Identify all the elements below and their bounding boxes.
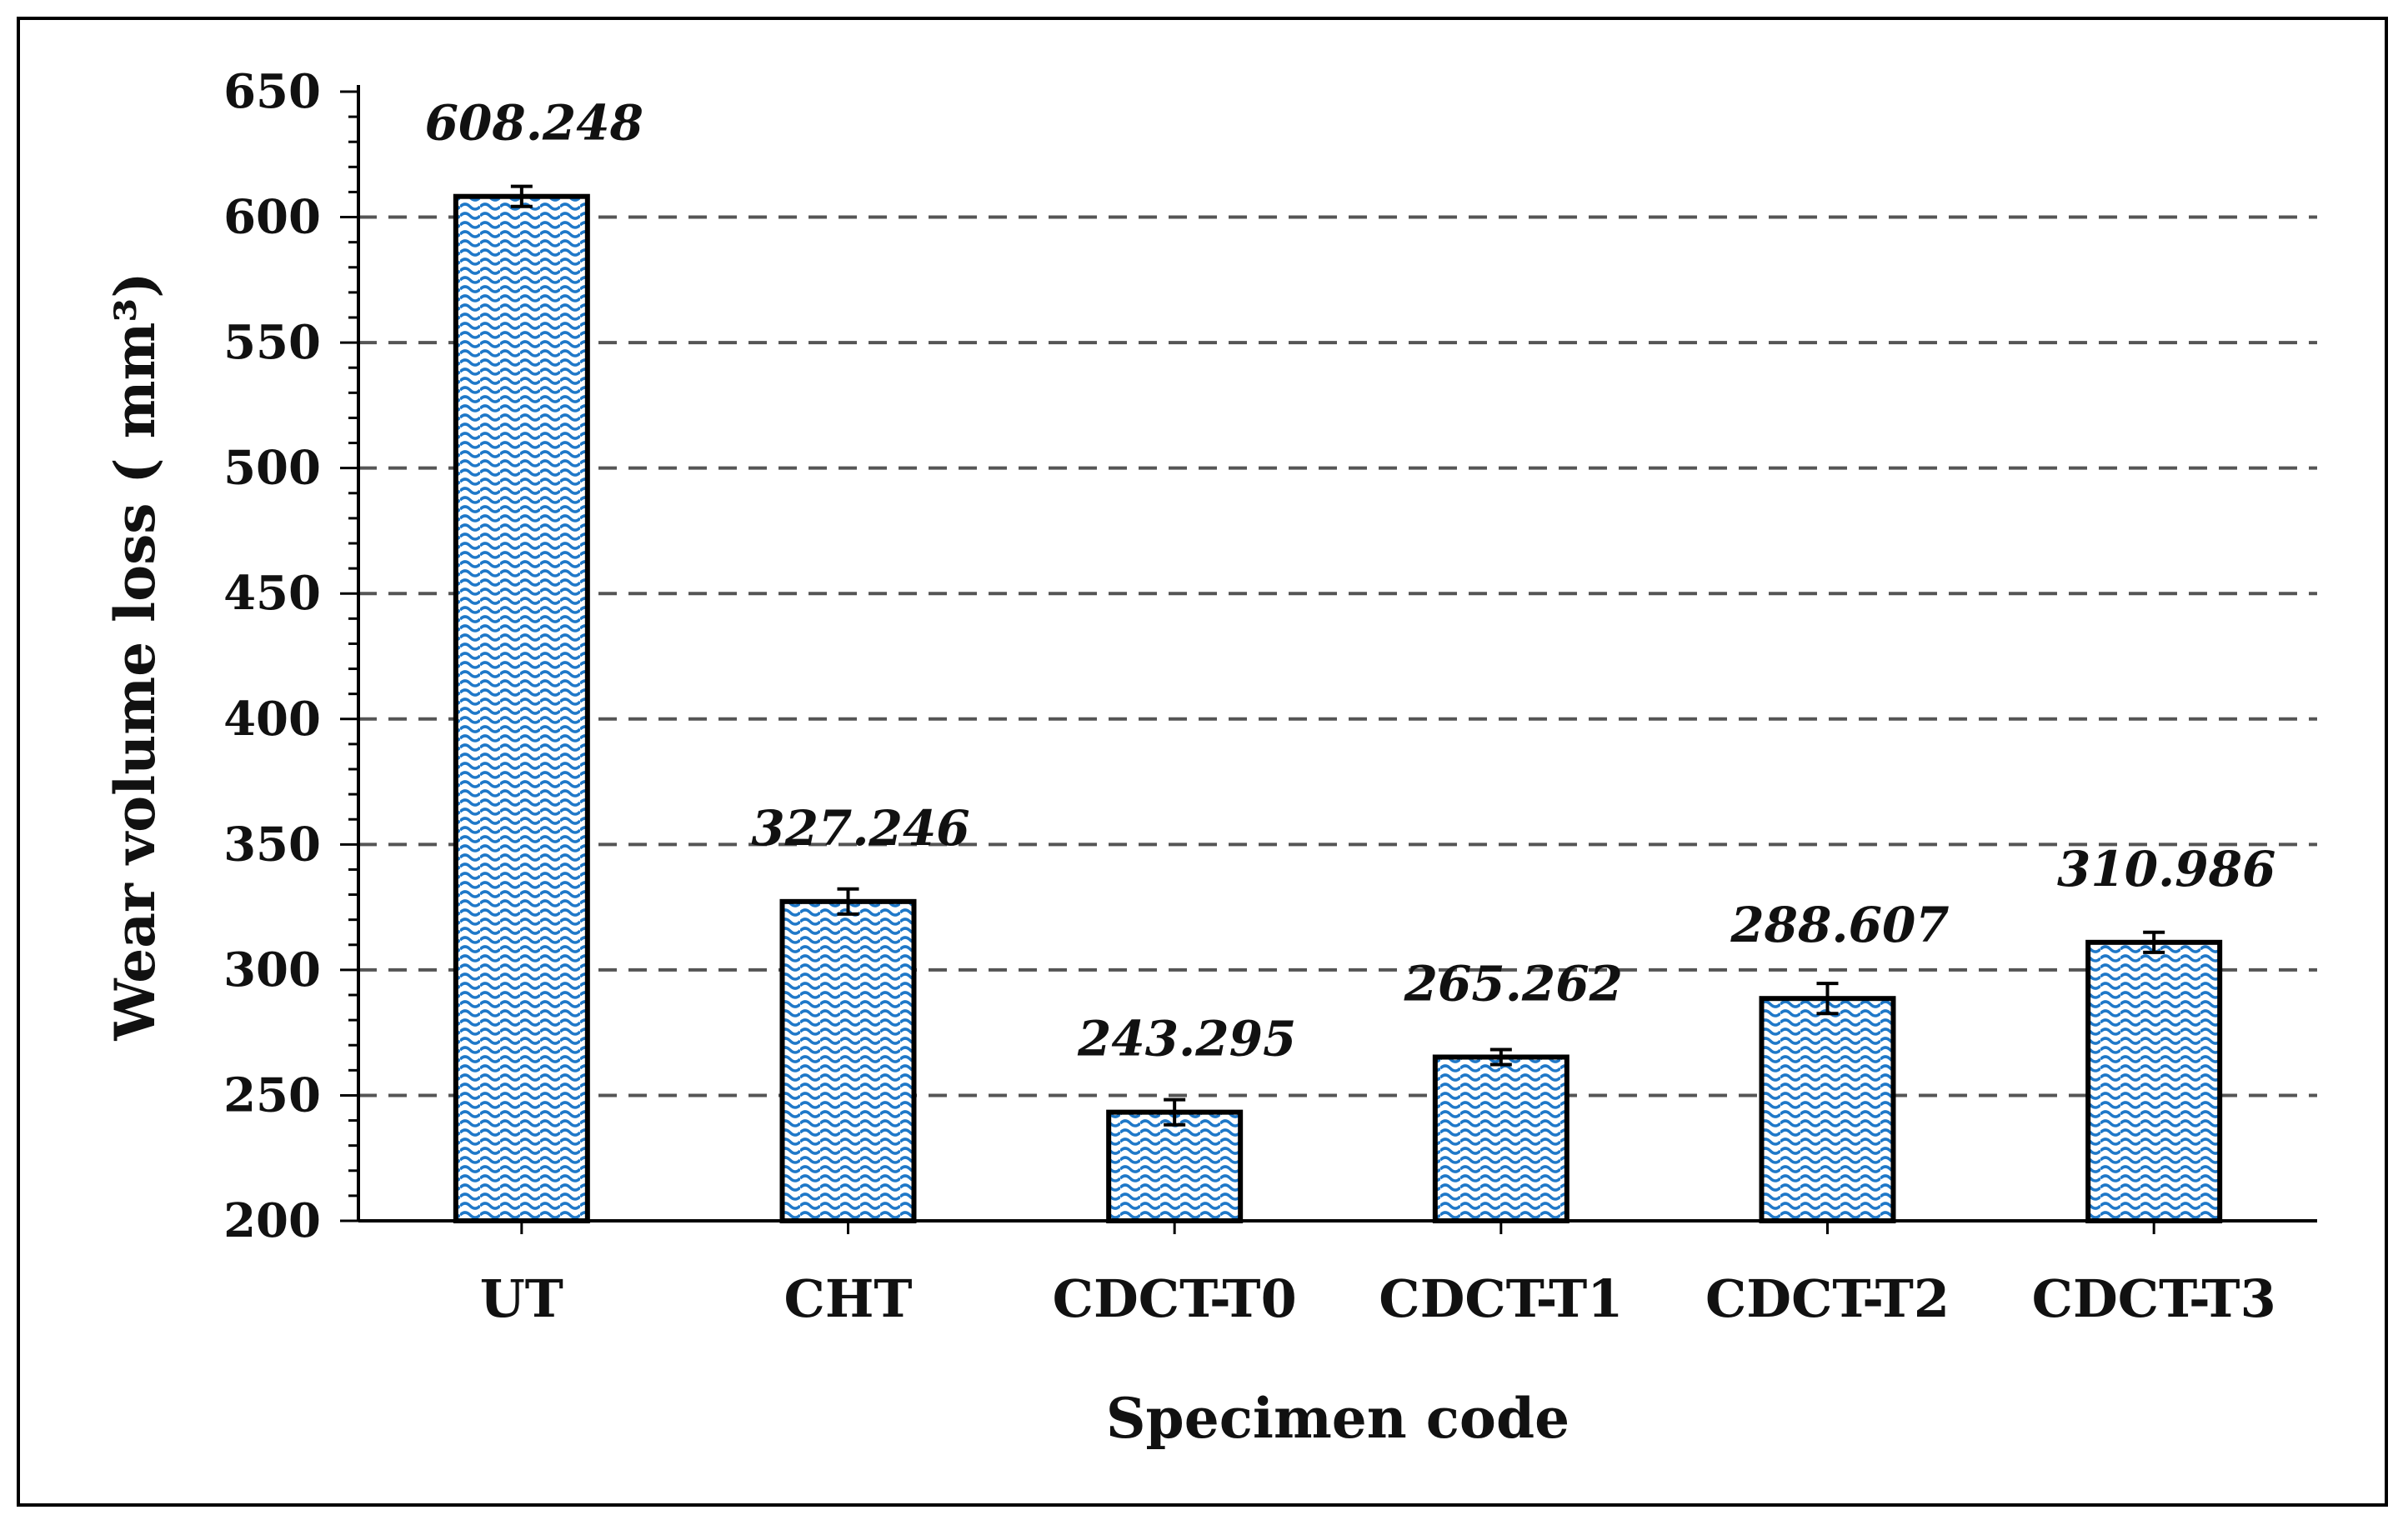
x-tick-label: CDCT-T1 <box>1379 1268 1623 1329</box>
y-tick-label: 200 <box>223 1193 321 1248</box>
bar-cdct-t2 <box>1759 996 1896 1223</box>
data-label: 288.607 <box>1730 897 1949 953</box>
data-label: 265.262 <box>1404 955 1623 1012</box>
y-tick-label: 550 <box>223 315 321 370</box>
bar-cdct-t3 <box>2085 939 2223 1224</box>
x-axis-title: Specimen code <box>1106 1386 1569 1451</box>
bar-ut <box>453 193 590 1223</box>
y-tick-label: 500 <box>223 441 321 496</box>
x-tick-label: CDCT-T0 <box>1053 1268 1297 1329</box>
x-tick-label: CHT <box>783 1268 912 1329</box>
bar-cdct-t0 <box>1106 1109 1244 1223</box>
y-tick-label: 300 <box>223 942 321 998</box>
data-label: 327.246 <box>751 800 969 857</box>
bar-cdct-t1 <box>1432 1054 1569 1224</box>
x-tick-label: UT <box>480 1268 563 1329</box>
bars <box>453 184 2223 1224</box>
data-label: 310.986 <box>2057 841 2275 898</box>
data-label: 243.295 <box>1077 1011 1296 1068</box>
axes <box>340 85 2317 1234</box>
bar-cht <box>779 898 917 1223</box>
data-label: 608.248 <box>425 95 643 152</box>
y-tick-label: 450 <box>223 566 321 621</box>
y-tick-label: 650 <box>223 64 321 119</box>
x-tick-label: CDCT-T2 <box>1705 1268 1950 1329</box>
y-tick-label: 600 <box>223 190 321 245</box>
chart-frame <box>17 17 2388 1507</box>
y-tick-label: 350 <box>223 817 321 872</box>
y-tick-label: 250 <box>223 1068 321 1122</box>
labels: 200 250 300 350 400 450 500 550 600 650 608.248 UT 3… <box>223 64 2276 1329</box>
y-axis-title: Wear volume loss ( mm³) <box>103 272 168 1042</box>
y-tick-label: 400 <box>223 692 321 747</box>
x-tick-label: CDCT-T3 <box>2032 1268 2276 1329</box>
gridlines <box>358 215 2317 1098</box>
